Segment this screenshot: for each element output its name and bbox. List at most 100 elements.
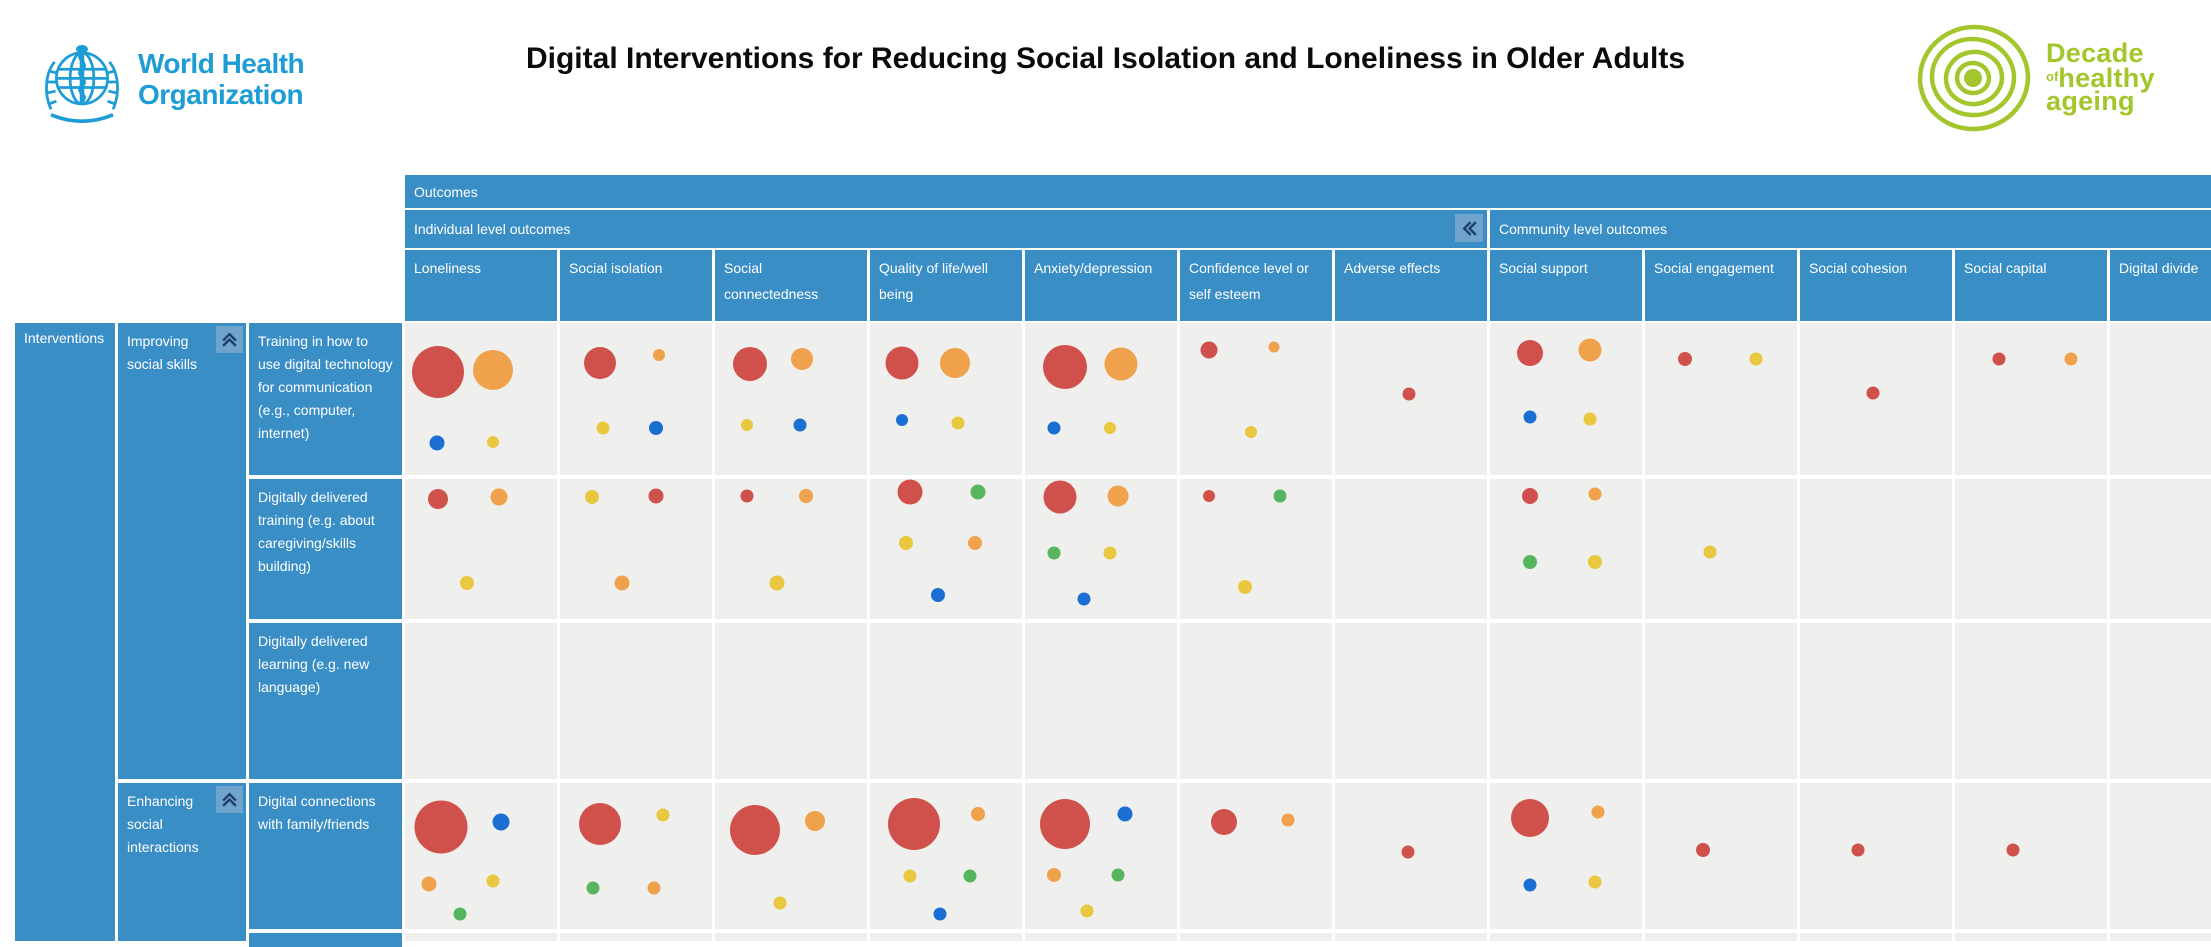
- evidence-bubble-yellow[interactable]: [740, 418, 753, 431]
- evidence-bubble-yellow[interactable]: [1080, 904, 1094, 918]
- evidence-bubble-green[interactable]: [1522, 554, 1537, 569]
- evidence-bubble-red[interactable]: [1992, 352, 2006, 366]
- evidence-bubble-blue[interactable]: [1077, 592, 1091, 606]
- evidence-bubble-blue[interactable]: [429, 435, 445, 451]
- evidence-bubble-yellow[interactable]: [1587, 554, 1602, 569]
- evidence-bubble-orange[interactable]: [2064, 352, 2078, 366]
- evidence-bubble-blue[interactable]: [648, 420, 663, 435]
- evidence-bubble-red[interactable]: [414, 800, 468, 854]
- evidence-bubble-blue[interactable]: [931, 588, 946, 603]
- evidence-bubble-orange[interactable]: [421, 876, 437, 892]
- evidence-bubble-orange[interactable]: [1046, 867, 1061, 882]
- evidence-bubble-yellow[interactable]: [460, 575, 475, 590]
- evidence-bubble-red[interactable]: [1866, 386, 1880, 400]
- evidence-bubble-red[interactable]: [1402, 387, 1416, 401]
- evidence-bubble-yellow[interactable]: [486, 874, 500, 888]
- evidence-bubble-yellow[interactable]: [769, 575, 785, 591]
- evidence-bubble-orange[interactable]: [1591, 805, 1605, 819]
- evidence-bubble-red[interactable]: [648, 488, 664, 504]
- evidence-bubble-red[interactable]: [412, 345, 465, 398]
- evidence-bubble-red[interactable]: [1202, 489, 1215, 502]
- evidence-bubble-red[interactable]: [1516, 340, 1543, 367]
- evidence-bubble-red[interactable]: [428, 488, 449, 509]
- matrix-cell-r4-c1: [560, 933, 712, 941]
- row-label-digitally-delivered-learning-e-g-new-lan: Digitally delivered learning (e.g. new l…: [249, 623, 402, 779]
- evidence-bubble-red[interactable]: [578, 802, 621, 845]
- evidence-bubble-yellow[interactable]: [1238, 579, 1253, 594]
- evidence-bubble-orange[interactable]: [967, 536, 982, 551]
- evidence-bubble-yellow[interactable]: [773, 896, 787, 910]
- evidence-bubble-yellow[interactable]: [1588, 875, 1602, 889]
- evidence-bubble-red[interactable]: [1510, 799, 1549, 838]
- evidence-bubble-green[interactable]: [586, 881, 600, 895]
- evidence-bubble-red[interactable]: [1042, 345, 1087, 390]
- evidence-bubble-green[interactable]: [1111, 868, 1125, 882]
- evidence-bubble-yellow[interactable]: [903, 869, 917, 883]
- evidence-bubble-blue[interactable]: [933, 907, 947, 921]
- evidence-bubble-blue[interactable]: [895, 414, 908, 427]
- evidence-bubble-blue[interactable]: [1047, 421, 1061, 435]
- evidence-bubble-red[interactable]: [1200, 341, 1218, 359]
- evidence-bubble-orange[interactable]: [940, 347, 971, 378]
- evidence-bubble-orange[interactable]: [652, 348, 665, 361]
- matrix-cell-r0-c3: [870, 323, 1022, 475]
- matrix-cell-r0-c5: [1180, 323, 1332, 475]
- evidence-bubble-red[interactable]: [1677, 352, 1692, 367]
- evidence-bubble-orange[interactable]: [647, 881, 661, 895]
- evidence-bubble-red[interactable]: [1043, 480, 1077, 514]
- collapse-group-button[interactable]: [216, 326, 243, 353]
- evidence-bubble-red[interactable]: [1211, 809, 1238, 836]
- evidence-bubble-blue[interactable]: [1117, 806, 1133, 822]
- evidence-bubble-orange[interactable]: [1578, 338, 1602, 362]
- evidence-bubble-yellow[interactable]: [1749, 352, 1763, 366]
- evidence-bubble-orange[interactable]: [490, 488, 508, 506]
- evidence-bubble-yellow[interactable]: [899, 536, 914, 551]
- evidence-bubble-red[interactable]: [888, 797, 941, 850]
- evidence-bubble-red[interactable]: [2006, 843, 2020, 857]
- evidence-bubble-orange[interactable]: [1104, 347, 1138, 381]
- evidence-bubble-green[interactable]: [1047, 546, 1061, 560]
- evidence-bubble-green[interactable]: [970, 484, 986, 500]
- evidence-bubble-orange[interactable]: [1268, 341, 1280, 353]
- evidence-bubble-green[interactable]: [453, 907, 467, 921]
- evidence-bubble-yellow[interactable]: [1245, 426, 1258, 439]
- evidence-bubble-orange[interactable]: [1281, 813, 1295, 826]
- evidence-bubble-green[interactable]: [963, 869, 977, 883]
- evidence-bubble-blue[interactable]: [793, 418, 807, 432]
- evidence-bubble-red[interactable]: [1401, 845, 1415, 859]
- evidence-bubble-yellow[interactable]: [1583, 412, 1597, 426]
- evidence-bubble-orange[interactable]: [1107, 485, 1129, 507]
- evidence-bubble-orange[interactable]: [805, 810, 826, 831]
- evidence-bubble-red[interactable]: [1851, 843, 1865, 857]
- evidence-bubble-yellow[interactable]: [1104, 421, 1117, 434]
- evidence-bubble-red[interactable]: [885, 346, 919, 380]
- evidence-bubble-orange[interactable]: [473, 350, 514, 391]
- evidence-bubble-yellow[interactable]: [656, 808, 670, 822]
- evidence-bubble-orange[interactable]: [1588, 487, 1602, 501]
- column-header-social-capital: Social capital: [1955, 250, 2107, 321]
- evidence-bubble-orange[interactable]: [799, 488, 814, 503]
- evidence-bubble-orange[interactable]: [970, 806, 985, 821]
- evidence-bubble-red[interactable]: [1695, 843, 1710, 858]
- evidence-bubble-blue[interactable]: [1523, 410, 1537, 424]
- evidence-bubble-yellow[interactable]: [596, 421, 610, 435]
- evidence-bubble-blue[interactable]: [1523, 878, 1537, 892]
- evidence-bubble-yellow[interactable]: [584, 490, 599, 505]
- evidence-bubble-red[interactable]: [583, 346, 616, 379]
- evidence-bubble-green[interactable]: [1273, 489, 1287, 503]
- evidence-bubble-red[interactable]: [1039, 798, 1090, 849]
- evidence-bubble-red[interactable]: [1521, 487, 1538, 504]
- evidence-bubble-red[interactable]: [732, 347, 767, 382]
- evidence-bubble-red[interactable]: [740, 489, 754, 503]
- evidence-bubble-yellow[interactable]: [1103, 546, 1117, 560]
- evidence-bubble-yellow[interactable]: [951, 416, 965, 430]
- evidence-bubble-yellow[interactable]: [487, 435, 500, 448]
- evidence-bubble-yellow[interactable]: [1703, 545, 1717, 559]
- collapse-individual-outcomes-button[interactable]: [1455, 214, 1483, 242]
- evidence-bubble-orange[interactable]: [614, 575, 630, 591]
- collapse-group-button[interactable]: [216, 786, 243, 813]
- evidence-bubble-blue[interactable]: [492, 813, 510, 831]
- evidence-bubble-orange[interactable]: [790, 348, 813, 371]
- evidence-bubble-red[interactable]: [897, 479, 923, 505]
- evidence-bubble-red[interactable]: [729, 804, 780, 855]
